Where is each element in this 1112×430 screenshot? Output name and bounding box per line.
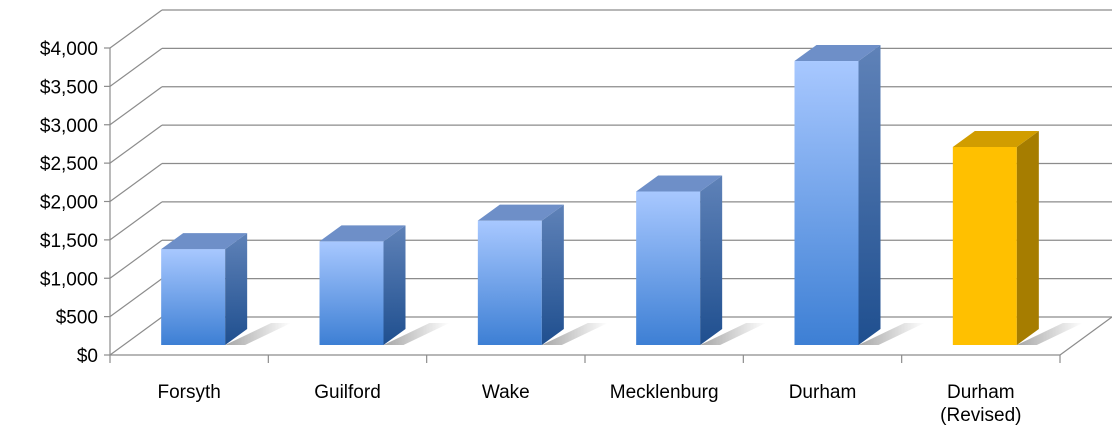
x-tick-label: Mecklenburg: [610, 382, 719, 403]
x-tick-label: Guilford: [314, 382, 381, 403]
bar-front: [636, 191, 701, 345]
bar-top: [477, 204, 564, 221]
gridline-side: [109, 278, 163, 318]
x-tick-label: Durham: [947, 382, 1015, 403]
bar-front: [161, 249, 226, 345]
chart-bars: [161, 45, 1083, 346]
y-tick-label: $3,500: [40, 77, 98, 98]
bar-shadow: [700, 323, 767, 345]
bar-front: [319, 241, 384, 345]
bar-shadow: [1016, 323, 1083, 345]
bar-side: [858, 45, 881, 346]
bar-front: [952, 146, 1017, 345]
bar-shadow: [541, 323, 608, 345]
chart-axes: [104, 47, 1061, 363]
bar-shadow: [225, 323, 292, 345]
bar-top: [319, 225, 406, 242]
chart-labels: $0 $500 $1,000 $1,500 $2,000 $2,500 $3,000 $3,5…: [40, 39, 1022, 426]
y-tick-label: $2,000: [40, 193, 98, 214]
bar-front: [794, 61, 859, 346]
x-tick-label: Durham: [789, 382, 857, 403]
bar-side: [541, 204, 564, 345]
bar-shadow: [858, 323, 925, 345]
bar-top: [794, 45, 881, 62]
bar-top: [636, 175, 723, 192]
x-tick-label: (Revised): [940, 405, 1021, 426]
y-tick-label: $3,000: [40, 116, 98, 137]
gridline-side: [109, 86, 163, 126]
gridline-side: [109, 124, 163, 164]
bar-top: [952, 130, 1039, 147]
gridline-side: [109, 316, 163, 356]
y-tick-label: $0: [77, 346, 98, 367]
bar-side: [383, 225, 406, 345]
y-tick-label: $500: [56, 308, 98, 329]
y-tick-label: $1,500: [40, 231, 98, 252]
gridline-side: [109, 201, 163, 241]
bar-front: [477, 220, 542, 345]
y-tick-label: $1,000: [40, 269, 98, 290]
gridline-side: [109, 239, 163, 279]
floor-edge: [1059, 316, 1112, 356]
gridline-side: [109, 47, 163, 87]
x-tick-label: Wake: [482, 382, 530, 403]
bar-side: [1016, 130, 1039, 345]
bar-top: [161, 233, 248, 250]
bar-shadow: [383, 323, 450, 345]
gridline-side: [109, 9, 163, 49]
y-tick-label: $4,000: [40, 39, 98, 60]
y-tick-label: $2,500: [40, 154, 98, 175]
bar-side: [700, 175, 723, 345]
bar-side: [225, 233, 248, 345]
x-tick-label: Forsyth: [157, 382, 220, 403]
gridline-side: [109, 163, 163, 202]
